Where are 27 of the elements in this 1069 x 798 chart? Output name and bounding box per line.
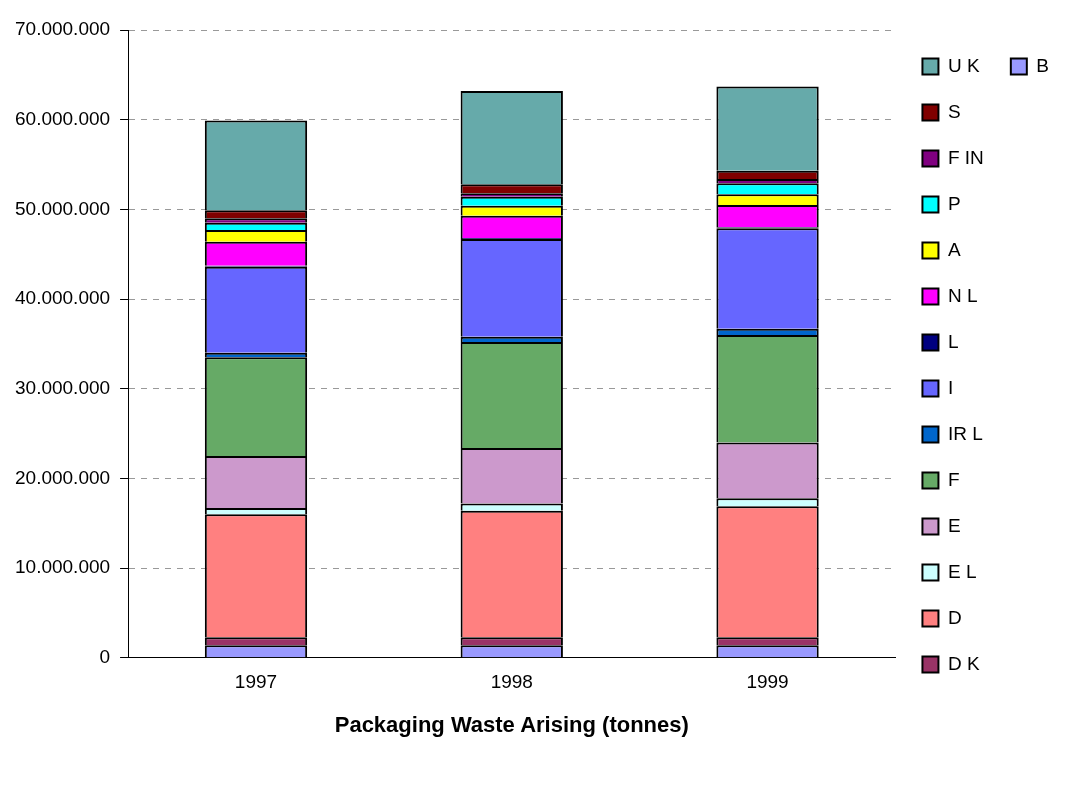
legend-label: I — [947, 376, 954, 398]
x-tick-label: 1997 — [234, 671, 278, 693]
legend-label: D K — [947, 652, 980, 674]
y-tick-label: 60.000.000 — [15, 107, 111, 129]
legend-label: F — [947, 468, 960, 490]
legend-label: U K — [947, 54, 980, 76]
x-tick-label: 1999 — [746, 671, 789, 693]
legend-label: F IN — [947, 146, 984, 168]
y-tick-label: 0 — [99, 646, 111, 668]
legend-label: E — [947, 514, 961, 536]
legend-label: D — [947, 606, 962, 628]
y-tick-label: 10.000.000 — [15, 556, 111, 578]
y-tick-label: 20.000.000 — [15, 466, 111, 488]
legend-label: IR L — [947, 422, 983, 444]
y-tick-label: 40.000.000 — [15, 287, 111, 309]
legend-label: E L — [947, 560, 977, 582]
y-tick-label: 30.000.000 — [15, 376, 111, 398]
y-tick-label: 50.000.000 — [15, 197, 111, 219]
legend-label: P — [947, 192, 961, 214]
legend-label: N L — [947, 284, 978, 306]
legend-label: A — [947, 238, 961, 260]
legend-label: S — [947, 100, 961, 122]
x-tick-label: 1998 — [490, 671, 533, 693]
legend-label: B — [1036, 54, 1050, 76]
y-tick-label: 70.000.000 — [15, 18, 111, 40]
legend-label: L — [947, 330, 959, 352]
x-axis-title: Packaging Waste Arising (tonnes) — [334, 711, 689, 737]
